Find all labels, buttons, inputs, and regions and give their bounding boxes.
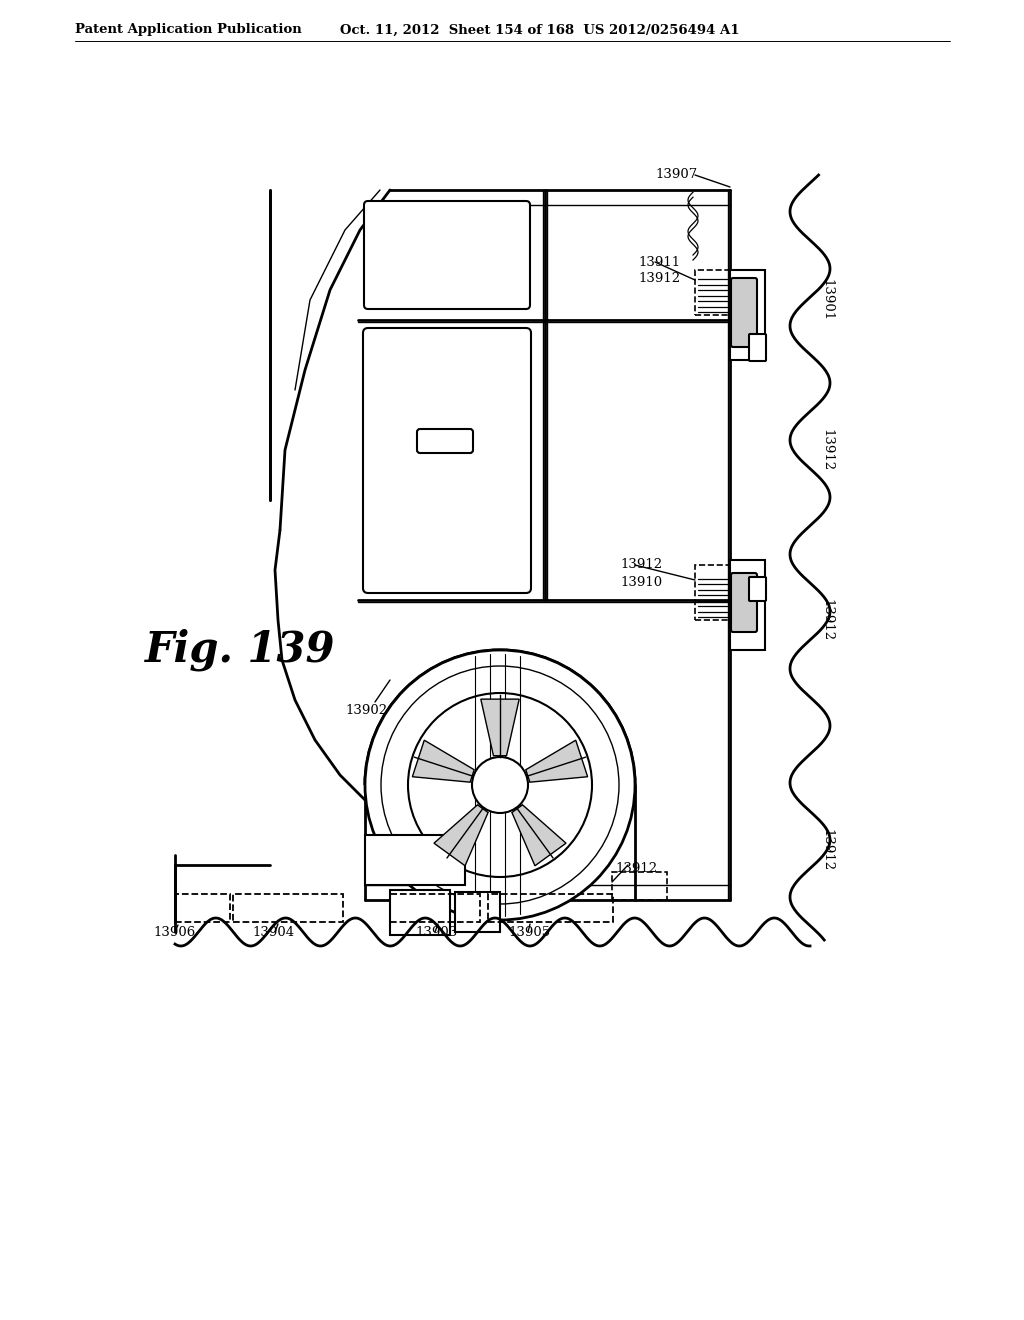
Bar <box>488 894 613 921</box>
Text: 13901: 13901 <box>820 279 833 321</box>
Text: Oct. 11, 2012  Sheet 154 of 168  US 2012/0256494 A1: Oct. 11, 2012 Sheet 154 of 168 US 2012/0… <box>340 24 739 37</box>
Bar <box>365 836 465 884</box>
Text: 13904: 13904 <box>252 925 294 939</box>
Polygon shape <box>525 741 588 783</box>
Bar <box>175 894 230 921</box>
Circle shape <box>472 756 528 813</box>
Bar <box>455 892 500 932</box>
Text: 13903: 13903 <box>415 925 458 939</box>
Bar <box>390 894 480 921</box>
FancyBboxPatch shape <box>364 201 530 309</box>
FancyBboxPatch shape <box>731 279 757 347</box>
Bar <box>730 271 765 360</box>
Bar <box>695 565 730 620</box>
Bar <box>233 894 343 921</box>
Text: 13912: 13912 <box>615 862 657 874</box>
Text: 13910: 13910 <box>620 577 663 590</box>
Polygon shape <box>481 700 519 756</box>
Text: 13912: 13912 <box>638 272 680 285</box>
Polygon shape <box>512 805 566 866</box>
Circle shape <box>365 649 635 920</box>
Text: 13912: 13912 <box>820 599 833 642</box>
FancyBboxPatch shape <box>362 327 531 593</box>
Text: 13912: 13912 <box>620 558 663 572</box>
Polygon shape <box>434 805 488 866</box>
Text: 13911: 13911 <box>638 256 680 268</box>
Polygon shape <box>413 741 474 783</box>
Bar <box>390 890 450 935</box>
Circle shape <box>408 693 592 876</box>
FancyBboxPatch shape <box>417 429 473 453</box>
Text: 13912: 13912 <box>820 429 833 471</box>
FancyBboxPatch shape <box>749 577 766 601</box>
Bar <box>730 560 765 649</box>
Circle shape <box>381 667 618 904</box>
Text: 13906: 13906 <box>153 925 196 939</box>
Text: Fig. 139: Fig. 139 <box>145 628 336 672</box>
Text: Patent Application Publication: Patent Application Publication <box>75 24 302 37</box>
Text: 13912: 13912 <box>820 829 833 871</box>
Text: 13907: 13907 <box>655 169 697 181</box>
Bar <box>612 873 667 900</box>
FancyBboxPatch shape <box>749 334 766 360</box>
FancyBboxPatch shape <box>731 573 757 632</box>
Bar <box>695 271 730 315</box>
Text: 13902: 13902 <box>345 704 387 717</box>
Text: 13905: 13905 <box>508 925 550 939</box>
